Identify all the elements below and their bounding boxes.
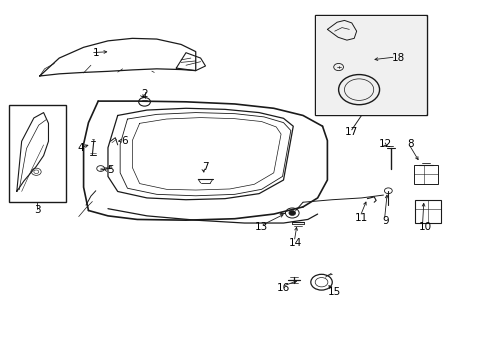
Bar: [315, 15, 427, 116]
Text: 10: 10: [418, 222, 430, 231]
Text: 3: 3: [34, 206, 41, 216]
Text: 8: 8: [406, 139, 413, 149]
Text: 9: 9: [382, 216, 388, 226]
Text: 4: 4: [78, 143, 84, 153]
Text: 11: 11: [354, 213, 367, 222]
Text: 17: 17: [345, 127, 358, 136]
Text: 7: 7: [202, 162, 208, 172]
Text: 15: 15: [327, 287, 341, 297]
Bar: [413, 165, 437, 184]
Text: 18: 18: [391, 53, 404, 63]
Text: 13: 13: [254, 222, 267, 231]
Text: 5: 5: [107, 165, 114, 175]
Text: 2: 2: [141, 89, 147, 99]
Text: 16: 16: [276, 283, 289, 293]
Text: 1: 1: [92, 48, 99, 58]
Circle shape: [288, 211, 295, 216]
Bar: [316, 16, 426, 115]
Text: 6: 6: [122, 136, 128, 146]
Text: 12: 12: [379, 139, 392, 149]
Text: 14: 14: [288, 238, 302, 248]
Bar: [414, 200, 440, 223]
Bar: [9, 105, 65, 202]
